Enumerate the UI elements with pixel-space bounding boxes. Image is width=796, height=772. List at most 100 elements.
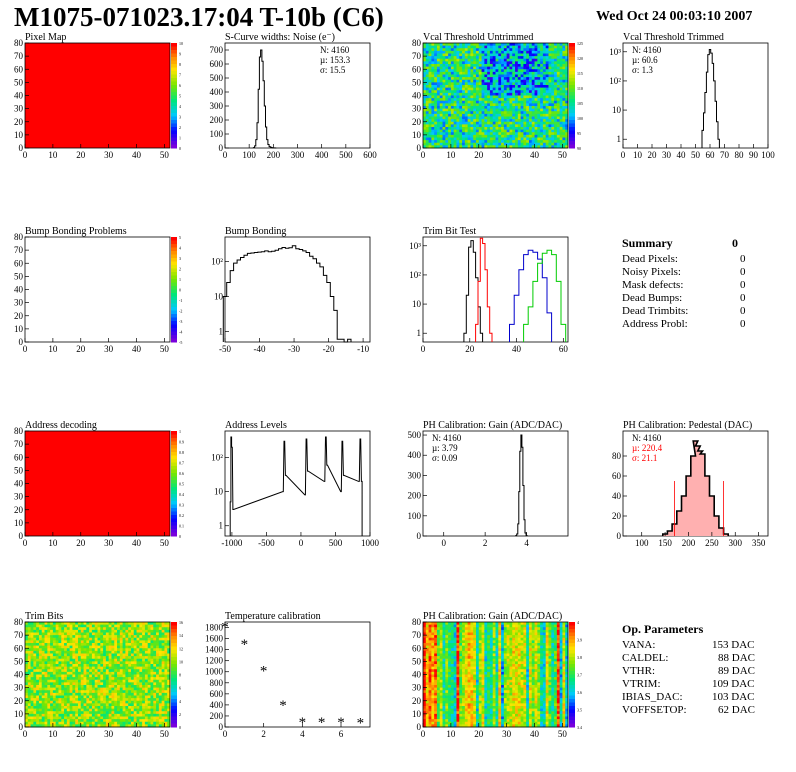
ph-gain-map-cell bbox=[526, 629, 530, 633]
trim-bits-cell bbox=[147, 664, 151, 668]
trim-bits-cell bbox=[41, 637, 46, 641]
trim-bits-cell bbox=[97, 664, 101, 668]
trim-bits-cell bbox=[103, 624, 107, 628]
trim-bits-cell bbox=[83, 692, 87, 696]
vcal-untrimmed-cell bbox=[475, 43, 480, 47]
trim-bits-cell bbox=[47, 635, 51, 639]
trim-bits-cell bbox=[72, 669, 76, 673]
vcal-untrimmed-cell bbox=[501, 98, 505, 102]
bump-map-xtick-label: 0 bbox=[23, 344, 28, 354]
vcal-untrimmed-cell bbox=[467, 95, 471, 99]
trim-bits-cell bbox=[139, 666, 143, 670]
vcal-untrimmed-cell bbox=[537, 137, 541, 141]
vcal-untrimmed-cell bbox=[537, 48, 541, 52]
vcal-untrimmed-cell bbox=[423, 103, 427, 107]
pixel-map-ytick-label: 60 bbox=[14, 64, 24, 74]
vcal-untrimmed-cell bbox=[487, 50, 491, 54]
vcal-untrimmed-cell bbox=[545, 103, 549, 107]
vcal-untrimmed-cell bbox=[501, 137, 505, 141]
vcal-untrimmed-cell bbox=[492, 82, 496, 86]
trim-bits-cell bbox=[66, 627, 71, 631]
trim-bits-cell bbox=[108, 687, 112, 691]
vcal-untrimmed-cell bbox=[542, 124, 547, 128]
vcal-untrimmed-cell bbox=[531, 85, 536, 89]
trim-bits-cell bbox=[80, 719, 85, 723]
trim-bits-cell bbox=[30, 627, 34, 631]
vcal-untrimmed-cell bbox=[436, 95, 441, 99]
trim-bits-cell bbox=[161, 637, 165, 641]
vcal-untrimmed-cell bbox=[498, 56, 502, 60]
vcal-untrimmed-cell bbox=[495, 90, 499, 94]
vcal-untrimmed-cell bbox=[512, 66, 516, 70]
trim-bits-cell bbox=[30, 692, 34, 696]
vcal-untrimmed-cell bbox=[478, 98, 483, 102]
vcal-untrimmed-cell bbox=[548, 134, 552, 138]
ph-gain-map-cell bbox=[495, 632, 499, 636]
vcal-untrimmed-cell bbox=[467, 77, 471, 81]
trim-bits-cell bbox=[139, 648, 143, 652]
vcal-untrimmed-cell bbox=[556, 56, 561, 60]
trim-bits-cell bbox=[75, 713, 79, 717]
vcal-untrimmed-cell bbox=[509, 92, 513, 96]
trim-bits-cell bbox=[167, 695, 171, 699]
trim-bits-cell bbox=[97, 724, 101, 728]
vcal-untrimmed-cell bbox=[445, 45, 449, 49]
vcal-untrimmed-cell bbox=[565, 108, 569, 112]
trim-bits-cell bbox=[91, 671, 96, 675]
bump-map-ytick-label: 60 bbox=[14, 258, 24, 268]
vcal-untrimmed-cell bbox=[492, 119, 496, 123]
vcal-untrimmed-cell bbox=[509, 140, 513, 144]
vcal-untrimmed-cell bbox=[562, 129, 566, 133]
vcal-untrimmed-cell bbox=[448, 98, 452, 102]
ph-gain-map-cell bbox=[554, 622, 558, 626]
address-decoding-map-fill bbox=[25, 431, 170, 536]
vcal-untrimmed-cell bbox=[523, 50, 527, 54]
vcal-untrimmed-cell bbox=[484, 87, 488, 91]
trim-bits-cell bbox=[38, 666, 43, 670]
vcal-untrimmed-cell bbox=[431, 111, 435, 115]
vcal-untrimmed-cell bbox=[528, 92, 533, 96]
ph-gain-map-cell bbox=[565, 622, 569, 626]
trim-bits-cell bbox=[158, 645, 163, 649]
vcal-untrimmed-cell bbox=[448, 71, 452, 75]
vcal-untrimmed-cell bbox=[495, 58, 499, 62]
trim-bits-cell bbox=[72, 635, 76, 639]
trim-bits-cell bbox=[114, 687, 118, 691]
trim-bits-cell bbox=[153, 677, 157, 681]
vcal-untrimmed-cell bbox=[534, 71, 538, 75]
trim-bits-cell bbox=[108, 674, 112, 678]
trim-bits-cell bbox=[33, 650, 37, 654]
ph-gain-map-cell bbox=[503, 629, 508, 633]
vcal-untrimmed-cell bbox=[531, 111, 536, 115]
vcal-untrimmed-cell bbox=[512, 111, 516, 115]
vcal-untrimmed-cell bbox=[481, 98, 485, 102]
trim-bits-cell bbox=[58, 666, 62, 670]
trim-bits-cell bbox=[136, 658, 140, 662]
vcal-untrimmed-cell bbox=[562, 127, 566, 131]
vcal-untrimmed-cell bbox=[487, 98, 491, 102]
vcal-untrimmed-cell bbox=[554, 79, 558, 83]
vcal-untrimmed-cell bbox=[445, 69, 449, 73]
vcal-untrimmed-cell bbox=[475, 77, 480, 81]
trim-bits-cell bbox=[72, 695, 76, 699]
vcal-untrimmed-cell bbox=[523, 58, 527, 62]
trim-bits-cell bbox=[122, 695, 126, 699]
vcal-untrimmed-cell bbox=[481, 50, 485, 54]
trim-bits-cell bbox=[105, 690, 110, 694]
bump-map-palette-cell bbox=[171, 275, 177, 280]
vcal-untrimmed-palette-cell bbox=[569, 137, 575, 142]
vcal-untrimmed-cell bbox=[470, 58, 474, 62]
trim-bits-cell bbox=[144, 700, 149, 704]
vcal-untrimmed-cell bbox=[448, 140, 452, 144]
trim-bits-cell bbox=[108, 643, 112, 647]
vcal-untrimmed-cell bbox=[554, 48, 558, 52]
trim-bits-cell bbox=[161, 724, 165, 728]
vcal-untrimmed-cell bbox=[487, 108, 491, 112]
vcal-untrimmed-cell bbox=[542, 90, 547, 94]
ph-pedestal-ytick-label: 0 bbox=[617, 531, 622, 541]
vcal-untrimmed-palette-cell bbox=[569, 53, 575, 58]
vcal-untrimmed-cell bbox=[484, 50, 488, 54]
bump-map-palette-cell bbox=[171, 293, 177, 297]
vcal-untrimmed-cell bbox=[528, 69, 533, 73]
vcal-untrimmed-cell bbox=[528, 111, 533, 115]
